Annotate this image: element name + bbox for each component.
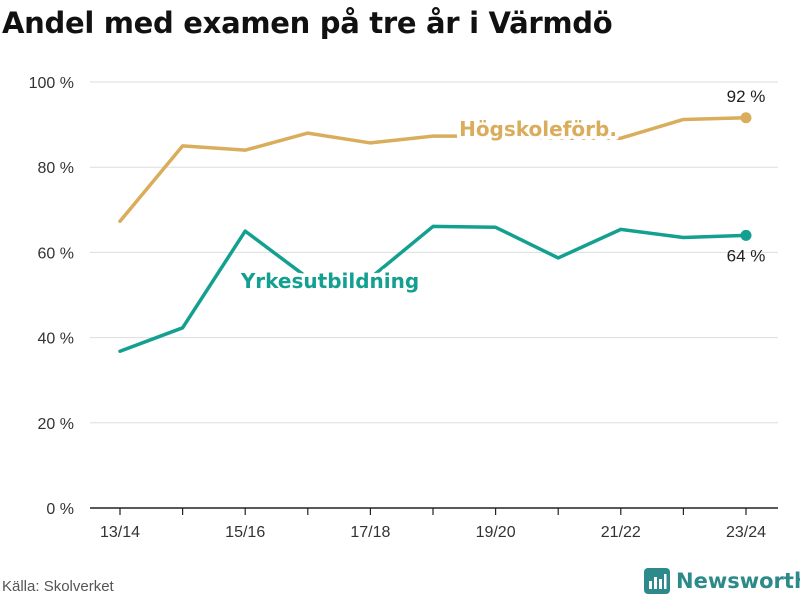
series-labels: Högskoleförb. Yrkesutbildning 92 % 64 % <box>236 87 766 297</box>
series-line-0 <box>118 116 748 224</box>
x-tick-label: 13/14 <box>100 524 140 541</box>
y-tick-label: 80 % <box>38 160 74 177</box>
end-value-label: 64 % <box>727 246 766 265</box>
chart-title: Andel med examen på tre år i Värmdö <box>2 6 613 40</box>
y-tick-label: 40 % <box>38 331 74 348</box>
y-tick-label: 20 % <box>38 416 74 433</box>
end-value-label: 92 % <box>727 87 766 106</box>
y-axis-tick-labels: 0 % 20 % 40 % 60 % 80 % 100 % <box>29 75 74 518</box>
x-tick-label: 19/20 <box>476 524 516 541</box>
newsworthy-logo-icon <box>644 568 670 594</box>
series-lines <box>118 112 752 353</box>
x-axis-ticks: 13/14 15/16 17/18 19/20 21/22 23/24 <box>100 508 766 541</box>
x-tick-label: 17/18 <box>350 524 390 541</box>
brand-name: Newsworthy <box>676 569 800 593</box>
series-name-label: Yrkesutbildning <box>240 269 419 293</box>
y-tick-label: 100 % <box>29 75 74 92</box>
y-tick-label: 60 % <box>38 245 74 262</box>
x-tick-label: 21/22 <box>601 524 641 541</box>
x-tick-label: 23/24 <box>726 524 766 541</box>
series-name-label: Högskoleförb. <box>459 117 617 141</box>
series-end-marker <box>740 229 752 241</box>
y-tick-label: 0 % <box>46 501 74 518</box>
series-end-marker <box>740 112 752 124</box>
gridlines <box>90 81 778 424</box>
brand-logo: Newsworthy <box>644 568 800 594</box>
source-note: Källa: Skolverket <box>2 578 114 595</box>
series-line-1 <box>118 224 748 353</box>
x-tick-label: 15/16 <box>225 524 265 541</box>
